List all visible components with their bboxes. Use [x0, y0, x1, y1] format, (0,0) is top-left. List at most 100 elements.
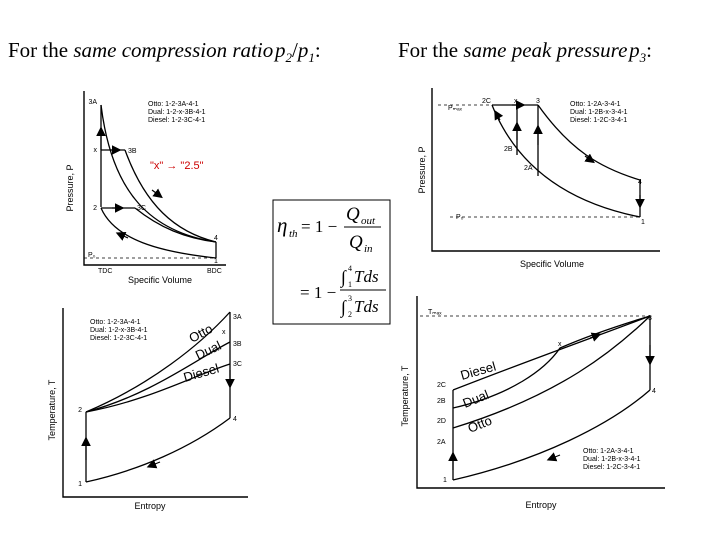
heading-left-sub1: 2	[285, 50, 292, 66]
ts2-ylabel: Temperature, T	[400, 365, 410, 426]
ts1-curve-dual	[85, 341, 231, 413]
pv1-point-1: 1	[214, 258, 218, 265]
pv1-point-x: x	[94, 147, 98, 154]
formula-equals-2: = 1 −	[300, 283, 336, 302]
ts2-curve-dual	[452, 315, 651, 409]
ts2-point-2B: 2B	[437, 398, 446, 405]
heading-left-sub2: 1	[308, 50, 315, 66]
ts2-legend-otto: Otto: 1-2A-3-4-1	[583, 448, 634, 455]
ts2-xlabel: Entropy	[525, 500, 557, 510]
pv2-legend-dual: Dual: 1-2B-x-3-4-1	[570, 109, 628, 116]
ts1-point-1: 1	[78, 481, 82, 488]
pv-peak-diagram: Pₘₐₓ P₀ 2C x 3 2B 2A 4 1 Otto: 1-2A-3-4-…	[417, 88, 660, 269]
pv1-point-4: 4	[214, 235, 218, 242]
formula-tds-2: Tds	[354, 297, 379, 316]
pv1-compression-1-2	[100, 207, 217, 259]
ts2-arrow-diesel	[589, 332, 602, 342]
ts1-label-diesel: Diesel	[182, 360, 221, 384]
pv2-ylabel: Pressure, P	[417, 146, 427, 193]
pv1-tdc-label: TDC	[98, 268, 112, 275]
ts2-label-diesel: Diesel	[459, 358, 498, 382]
pv1-arrow-expansion	[151, 188, 163, 199]
heading-left-suffix: :	[314, 38, 321, 62]
formula-int-1-upper: 4	[348, 264, 352, 273]
ts2-point-3: 3	[648, 315, 652, 322]
ts2-point-2D: 2D	[437, 418, 446, 425]
pv2-compression-1-2C	[491, 104, 641, 218]
heading-left-var2: p	[297, 38, 309, 62]
pv1-legend-otto: Otto: 1-2-3A-4-1	[148, 101, 199, 108]
pv1-annotation: "x" → "2.5"	[150, 160, 204, 172]
formula-int-2-upper: 3	[348, 294, 352, 303]
ts2-label-otto: Otto	[466, 413, 494, 436]
pv1-legend-dual: Dual: 1-2-x-3B-4-1	[148, 109, 206, 116]
ts2-arrow-rejection	[546, 452, 561, 462]
ts1-point-x: x	[222, 329, 226, 336]
pv2-point-3: 3	[536, 98, 540, 105]
heading-same-peak-pressure: For the same peak pressure p3:	[398, 38, 652, 66]
pv1-point-3A: 3A	[88, 99, 97, 106]
ts2-point-4: 4	[652, 388, 656, 395]
ts1-axes	[62, 308, 248, 498]
pv2-point-x: x	[514, 98, 518, 105]
ts2-label-dual: Dual	[461, 387, 492, 411]
ts2-point-2A: 2A	[437, 439, 446, 446]
ts2-point-x: x	[558, 341, 562, 348]
pv1-arrow-compression	[115, 232, 129, 241]
ts2-legend-dual: Dual: 1-2B-x-3-4-1	[583, 456, 641, 463]
ts1-point-3A: 3A	[233, 314, 242, 321]
pv2-point-2A: 2A	[524, 165, 533, 172]
pv1-expansion-dual	[124, 149, 217, 243]
formula-int-2-lower: 2	[348, 310, 352, 319]
efficiency-formula: η th = 1 − Q out Q in = 1 − ∫ 4 1 Tds ∫ …	[272, 199, 391, 325]
heading-right-sub: 3	[639, 50, 647, 66]
heading-same-compression-ratio: For the same compression ratio p2/p1:	[8, 38, 321, 66]
ts1-curve-diesel	[85, 363, 231, 413]
pv2-xlabel: Specific Volume	[520, 259, 584, 269]
ts1-legend-diesel: Diesel: 1-2-3C-4-1	[90, 335, 147, 342]
formula-int-1: ∫	[340, 267, 347, 288]
ts2-curve-otto	[452, 315, 651, 429]
heading-left-italic: same compression ratio	[73, 38, 274, 62]
pv1-axes	[83, 91, 226, 266]
heading-right-var: p	[629, 38, 640, 62]
formula-equals-1: = 1 −	[301, 217, 337, 236]
pv1-po-label: P₀	[88, 252, 96, 259]
pv2-legend-diesel: Diesel: 1-2C-3-4-1	[570, 117, 627, 124]
formula-tds-1: Tds	[354, 267, 379, 286]
ts1-point-3B: 3B	[233, 341, 242, 348]
ts1-point-3C: 3C	[233, 361, 242, 368]
pv1-expansion-diesel	[134, 207, 217, 243]
ts1-heat-rejection	[85, 417, 231, 483]
ts2-heat-rejection	[452, 389, 651, 481]
ts1-xlabel: Entropy	[134, 501, 166, 511]
ts-peak-diagram: Tₘₐₓ 3 x 2C 2B 2D 2A 4 1 Diesel Dual Ott…	[400, 296, 665, 510]
formula-eta-sub: th	[289, 228, 298, 240]
ts2-point-1: 1	[443, 477, 447, 484]
pv1-expansion-otto	[100, 104, 217, 243]
heading-left-var1: p	[274, 38, 286, 62]
formula-q-in: Q	[349, 232, 363, 253]
ts1-arrow-rejection	[146, 459, 161, 469]
pv1-xlabel: Specific Volume	[128, 275, 192, 285]
pv-compression-diagram: 3A x 3B 2 3C 4 1 P₀ TDC BDC Otto: 1-2-3A…	[65, 91, 226, 285]
pv1-bdc-label: BDC	[207, 268, 222, 275]
pv1-point-3C: 3C	[137, 205, 146, 212]
formula-int-2: ∫	[340, 297, 347, 318]
formula-q-out: Q	[346, 204, 360, 225]
pv2-legend-otto: Otto: 1-2A-3-4-1	[570, 101, 621, 108]
heading-left-prefix: For the	[8, 38, 74, 62]
pv2-point-4: 4	[638, 179, 642, 186]
ts2-axes	[416, 296, 665, 489]
ts2-legend-diesel: Diesel: 1-2C-3-4-1	[583, 464, 640, 471]
ts1-legend-otto: Otto: 1-2-3A-4-1	[90, 319, 141, 326]
pv2-pmax-label: Pₘₐₓ	[448, 105, 463, 112]
pv1-point-2: 2	[93, 205, 97, 212]
pv2-point-2B: 2B	[504, 146, 513, 153]
formula-int-1-lower: 1	[348, 280, 352, 289]
formula-eta: η	[277, 213, 287, 237]
pv2-axes	[431, 88, 660, 252]
heading-right-italic: same peak pressure	[463, 38, 628, 62]
pv2-point-2C: 2C	[482, 98, 491, 105]
